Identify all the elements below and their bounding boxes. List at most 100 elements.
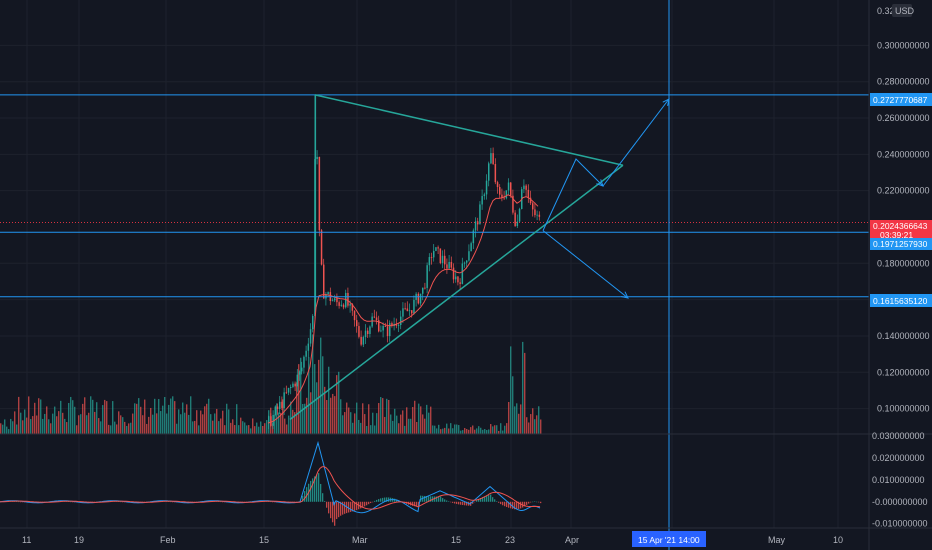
macd-histogram-bar [314,476,316,502]
volume-bar [386,398,388,434]
drawings[interactable] [0,0,869,550]
volume-bar [252,418,254,434]
macd-histogram-bar [312,478,314,502]
volume-bar [460,430,462,434]
candle-body [270,416,272,426]
volume-bar [396,415,398,434]
volume-bar [502,430,504,434]
volume-bar [196,410,198,434]
macd-histogram-bar [438,496,440,502]
volume-bar [154,398,156,434]
volume-bar [78,415,80,434]
projection-arrow-down[interactable] [542,230,629,299]
volume-bar [204,406,206,434]
volume-bar [406,407,408,434]
macd-histogram-bar [486,495,488,502]
macd-histogram-bar [122,501,124,503]
macd-histogram-bar [484,496,486,502]
volume-bar [412,406,414,434]
indicator-tick-label: 0.010000000 [872,475,925,485]
macd-histogram-bar [378,499,380,502]
candle-body [378,320,380,332]
volume-bar [282,399,284,434]
volume-bar [336,375,338,434]
time-label-apr: Apr [565,535,579,545]
support-upper-tag: 0.1971257930 [873,239,928,249]
candle-body [331,300,334,302]
macd-histogram-bar [532,501,534,503]
macd-histogram-bar [530,501,532,503]
price-axis-top-tick: 0.32 [877,6,895,16]
candle-body [439,248,442,264]
volume-bar [16,424,18,434]
support-lower-tag: 0.1615635120 [873,296,928,306]
volume-bar [366,425,368,434]
macd-histogram-bar [304,491,306,502]
macd-histogram-bar [474,501,476,503]
volume-bar [454,424,456,434]
volume-bar [60,400,62,434]
candle-body [281,401,283,408]
macd-histogram-bar [480,498,482,502]
volume-bar [334,396,336,434]
candle-body [296,374,299,387]
volume-bar [166,413,168,434]
volume-bar [302,403,304,434]
macd-histogram-bar [364,501,366,507]
macd-histogram-bar [528,501,530,504]
macd-histogram-bar [384,497,386,502]
candle-body [309,329,312,344]
price-tick-label: 0.180000000 [877,258,930,268]
currency-button[interactable] [892,4,912,17]
volume-bar [72,400,74,434]
volume-bar [364,414,366,434]
macd-histogram-bar [172,501,174,503]
candle-body [485,180,488,195]
candle-body [452,267,455,280]
volume-bar [34,402,36,434]
macd-histogram-bar [412,501,414,506]
candle-body [518,208,521,222]
macd-histogram-bar [446,500,448,502]
time-label-feb: Feb [160,535,176,545]
candle-body [430,257,433,258]
macd-histogram-bar [70,501,72,503]
volume-bar [496,425,498,434]
volume-bar [192,421,194,434]
volume-bar [516,403,518,434]
candle-body [362,337,365,345]
macd-histogram-bar [346,501,348,514]
candle-body [496,182,499,188]
volume-bar [482,429,484,434]
time-axis[interactable]: 11 19 Feb 15 Mar 15 23 Apr May 10 15 Apr… [22,531,843,547]
volume-bar [2,424,4,434]
macd-histogram-bar [456,501,458,504]
candle-body [402,308,404,317]
volume-bar [50,423,52,434]
triangle-upper-line[interactable] [314,94,624,166]
indicator-tick-label: -0.000000000 [872,497,928,507]
macd-histogram-bar [482,497,484,502]
volume-bar [312,334,314,434]
candle-body [389,323,391,337]
projection-arrow-up-b[interactable] [602,98,670,187]
candle-body [481,196,483,205]
macd-histogram-bar [376,499,378,502]
projection-arrow-up-a[interactable] [542,158,604,231]
volume-bar [208,398,210,434]
volume-bar [164,396,166,434]
volume-bar [122,417,124,434]
volume-bar [416,421,418,434]
macd-histogram-bar [322,493,324,502]
candle-body [422,287,424,294]
volume-bar [150,407,152,434]
volume-bar [356,402,358,434]
candle-body [444,255,446,265]
volume-bar [326,400,328,434]
volume-bar [468,429,470,434]
triangle-lower-line[interactable] [289,164,624,421]
candle-body [400,316,402,326]
volume-bar [178,409,180,434]
volume-bar [358,419,360,434]
